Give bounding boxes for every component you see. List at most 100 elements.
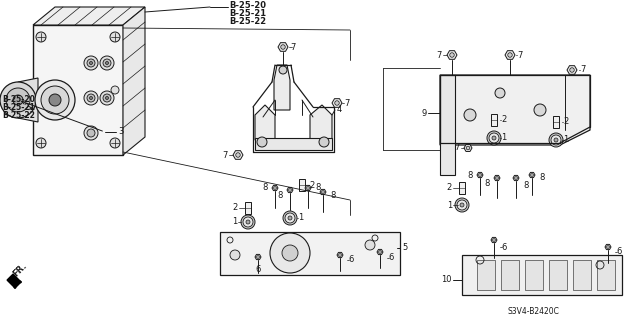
Bar [491, 114, 497, 126]
Text: 2: 2 [563, 117, 568, 127]
Text: 8: 8 [484, 180, 490, 189]
Polygon shape [567, 66, 577, 74]
Circle shape [495, 88, 505, 98]
Text: 1: 1 [298, 213, 303, 222]
Text: 6: 6 [616, 248, 621, 256]
Polygon shape [255, 254, 261, 260]
Circle shape [103, 94, 111, 102]
Polygon shape [513, 175, 519, 181]
Polygon shape [377, 249, 383, 255]
Circle shape [41, 86, 69, 114]
Bar [459, 182, 465, 194]
Circle shape [492, 136, 496, 140]
Text: 7: 7 [344, 99, 349, 108]
Circle shape [84, 91, 98, 105]
Circle shape [365, 240, 375, 250]
Circle shape [87, 129, 95, 137]
Polygon shape [123, 7, 145, 155]
Text: B-25-22: B-25-22 [229, 17, 266, 26]
Polygon shape [278, 43, 288, 51]
Circle shape [285, 213, 295, 223]
Circle shape [100, 56, 114, 70]
Circle shape [84, 56, 98, 70]
Circle shape [495, 177, 499, 179]
Text: S3V4-B2420C: S3V4-B2420C [508, 307, 560, 315]
Text: 3: 3 [118, 128, 124, 137]
Circle shape [279, 66, 287, 74]
Bar [477, 260, 495, 290]
Polygon shape [255, 138, 332, 150]
Bar [525, 260, 543, 290]
Bar [553, 116, 559, 128]
Text: B-25-20: B-25-20 [2, 95, 35, 105]
Polygon shape [255, 105, 275, 140]
Circle shape [607, 246, 609, 249]
Polygon shape [274, 65, 290, 110]
Bar [33, 25, 123, 155]
Text: 8: 8 [330, 190, 335, 199]
Text: B-25-20: B-25-20 [229, 1, 266, 10]
Circle shape [339, 254, 341, 256]
Circle shape [487, 131, 501, 145]
Circle shape [457, 200, 467, 210]
Text: 2: 2 [447, 183, 452, 192]
Text: 6: 6 [388, 254, 394, 263]
Circle shape [274, 187, 276, 189]
Polygon shape [529, 172, 535, 178]
Circle shape [110, 32, 120, 42]
Circle shape [464, 109, 476, 121]
Circle shape [84, 126, 98, 140]
Circle shape [508, 53, 512, 57]
Text: 7: 7 [454, 144, 460, 152]
Circle shape [35, 80, 75, 120]
Text: 1: 1 [232, 218, 237, 226]
Circle shape [257, 256, 259, 258]
Circle shape [241, 215, 255, 229]
Circle shape [103, 59, 111, 67]
Text: B-25-22: B-25-22 [2, 112, 35, 121]
Text: 9: 9 [422, 108, 427, 117]
Circle shape [110, 138, 120, 148]
Polygon shape [18, 78, 38, 122]
Polygon shape [320, 189, 326, 195]
Circle shape [493, 239, 495, 241]
Polygon shape [491, 237, 497, 242]
Circle shape [549, 133, 563, 147]
Circle shape [106, 97, 109, 100]
Circle shape [282, 245, 298, 261]
Polygon shape [477, 172, 483, 178]
Polygon shape [233, 151, 243, 159]
Circle shape [36, 138, 46, 148]
Text: 8: 8 [468, 170, 473, 180]
Bar [573, 260, 591, 290]
Polygon shape [220, 232, 400, 275]
Circle shape [455, 198, 469, 212]
Polygon shape [337, 252, 343, 258]
Circle shape [90, 97, 93, 100]
Text: 8: 8 [523, 181, 529, 189]
Circle shape [87, 59, 95, 67]
Text: B-25-21: B-25-21 [2, 103, 35, 113]
Text: 1: 1 [501, 133, 506, 143]
Polygon shape [447, 51, 457, 59]
Circle shape [289, 189, 291, 191]
Circle shape [87, 94, 95, 102]
Text: 6: 6 [255, 265, 260, 275]
Polygon shape [33, 7, 145, 25]
Text: 5: 5 [402, 243, 407, 253]
Text: 8: 8 [278, 191, 283, 201]
Bar [501, 260, 519, 290]
Circle shape [283, 211, 297, 225]
Text: 2: 2 [233, 204, 238, 212]
Circle shape [322, 191, 324, 193]
Circle shape [36, 32, 46, 42]
Text: 8: 8 [539, 174, 545, 182]
Bar [245, 202, 251, 214]
Polygon shape [505, 51, 515, 59]
Circle shape [460, 203, 464, 207]
Polygon shape [462, 255, 622, 295]
Text: 7: 7 [436, 50, 442, 60]
Polygon shape [605, 244, 611, 249]
Circle shape [111, 86, 119, 94]
Circle shape [551, 135, 561, 145]
